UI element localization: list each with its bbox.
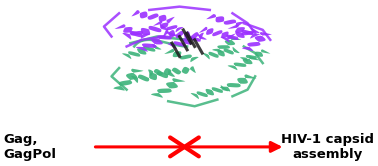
Polygon shape xyxy=(242,32,272,51)
Polygon shape xyxy=(203,47,240,59)
Polygon shape xyxy=(151,78,185,98)
Polygon shape xyxy=(240,49,270,62)
Polygon shape xyxy=(163,30,204,40)
Polygon shape xyxy=(132,10,175,23)
Text: Gag,
GagPol: Gag, GagPol xyxy=(4,133,57,161)
Polygon shape xyxy=(220,27,260,42)
Polygon shape xyxy=(113,69,144,91)
Polygon shape xyxy=(228,24,260,39)
Polygon shape xyxy=(212,37,242,53)
Polygon shape xyxy=(131,70,175,83)
Polygon shape xyxy=(167,34,207,49)
Polygon shape xyxy=(191,85,229,99)
Polygon shape xyxy=(122,23,169,40)
Polygon shape xyxy=(122,44,161,59)
Polygon shape xyxy=(164,49,198,62)
Polygon shape xyxy=(199,27,236,40)
Polygon shape xyxy=(220,74,257,92)
Text: HIV-1 capsid
assembly: HIV-1 capsid assembly xyxy=(281,133,374,161)
Polygon shape xyxy=(228,56,260,70)
Polygon shape xyxy=(153,21,183,32)
Polygon shape xyxy=(115,24,150,39)
Polygon shape xyxy=(136,31,178,52)
Polygon shape xyxy=(206,14,244,27)
Polygon shape xyxy=(148,66,196,76)
